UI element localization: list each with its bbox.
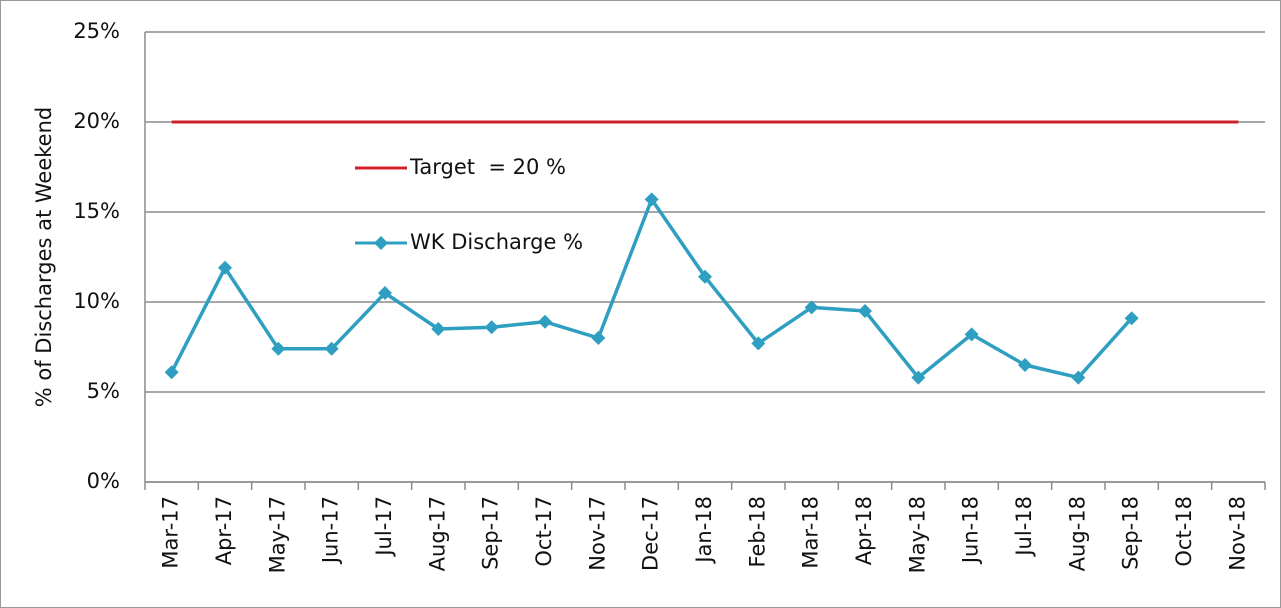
y-tick-label: 10% [73, 289, 120, 313]
y-tick-label: 15% [73, 199, 120, 223]
data-point [218, 260, 232, 275]
y-tick-label: 20% [73, 109, 120, 133]
y-tick-label: 0% [87, 469, 120, 493]
x-tick-label: Feb-18 [745, 496, 769, 567]
legend-label: Target = 20 % [409, 155, 566, 179]
x-tick-label: Oct-18 [1172, 496, 1196, 567]
data-point [431, 322, 446, 336]
data-point [1124, 311, 1139, 326]
x-tick-label: Sep-18 [1119, 496, 1143, 570]
x-tick-label: Mar-18 [799, 496, 823, 569]
x-tick-label: Aug-18 [1065, 496, 1089, 571]
data-point [271, 341, 286, 356]
data-point [964, 327, 979, 342]
legend-marker [374, 236, 388, 250]
x-tick-label: Apr-17 [212, 496, 236, 565]
y-axis-label: % of Discharges at Weekend [32, 107, 56, 407]
y-tick-label: 25% [73, 19, 120, 43]
data-point [378, 286, 392, 300]
legend-label: WK Discharge % [410, 230, 583, 254]
x-tick-label: Jan-18 [692, 496, 716, 565]
x-tick-label: Nov-18 [1225, 496, 1249, 571]
data-point [1071, 370, 1086, 385]
data-point [164, 365, 179, 380]
data-point [591, 331, 606, 345]
data-point [698, 269, 712, 284]
x-tick-label: Jul-17 [372, 496, 396, 558]
x-tick-label: Oct-17 [532, 496, 556, 567]
data-point [484, 320, 499, 335]
x-tick-label: Nov-17 [585, 496, 609, 571]
x-tick-label: Jul-18 [1012, 496, 1036, 558]
y-tick-label: 5% [87, 379, 120, 403]
data-point [804, 300, 819, 315]
data-point [858, 304, 872, 318]
x-tick-label: Dec-17 [639, 496, 663, 571]
data-point [751, 336, 766, 351]
x-tick-label: Jun-17 [319, 496, 343, 565]
data-point [644, 192, 659, 207]
x-tick-label: May-17 [265, 496, 289, 573]
data-point [911, 370, 926, 385]
data-point [324, 341, 339, 356]
x-tick-label: Mar-17 [159, 496, 183, 569]
x-tick-label: Aug-17 [425, 496, 449, 571]
x-tick-label: May-18 [905, 496, 929, 573]
x-tick-label: Apr-18 [852, 496, 876, 565]
data-point [1018, 358, 1032, 372]
x-tick-label: Sep-17 [479, 496, 503, 570]
data-point [538, 314, 552, 329]
x-tick-label: Jun-18 [959, 496, 983, 565]
